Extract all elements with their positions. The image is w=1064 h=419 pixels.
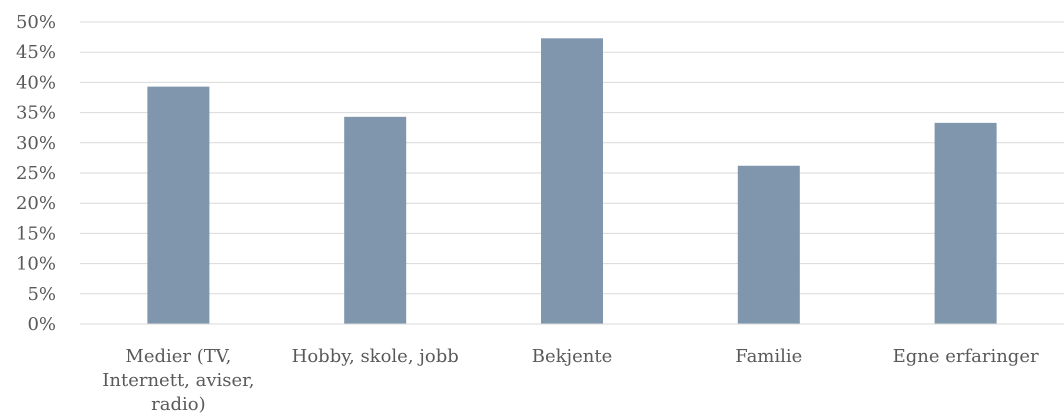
bar	[541, 38, 603, 325]
y-tick-label: 45%	[16, 42, 56, 63]
y-tick-label: 40%	[16, 72, 56, 93]
y-tick-label: 20%	[16, 193, 56, 214]
x-category-label: Familie	[735, 346, 802, 367]
y-tick-label: 15%	[16, 223, 56, 244]
y-tick-label: 5%	[27, 284, 56, 305]
x-category-label: Medier (TV, Internett, aviser, radio)	[102, 346, 254, 415]
y-axis-tick-labels: 0% 5% 10% 15% 20% 25% 30% 35% 40% 45% 50%	[16, 12, 56, 335]
y-tick-label: 0%	[27, 314, 56, 335]
y-tick-label: 25%	[16, 163, 56, 184]
y-tick-label: 35%	[16, 103, 56, 124]
bar	[737, 165, 800, 324]
y-tick-label: 30%	[16, 133, 56, 154]
x-axis-category-labels: Medier (TV, Internett, aviser, radio) Hobby…	[102, 346, 1039, 415]
x-category-label: Bekjente	[532, 346, 613, 367]
y-tick-label: 10%	[16, 254, 56, 275]
y-tick-label: 50%	[16, 12, 56, 33]
bar	[934, 122, 997, 324]
bar	[147, 86, 210, 325]
bars	[147, 38, 997, 325]
x-category-label: Egne erfaringer	[893, 346, 1039, 367]
bar	[344, 116, 407, 324]
x-category-label: Hobby, skole, jobb	[292, 346, 459, 367]
